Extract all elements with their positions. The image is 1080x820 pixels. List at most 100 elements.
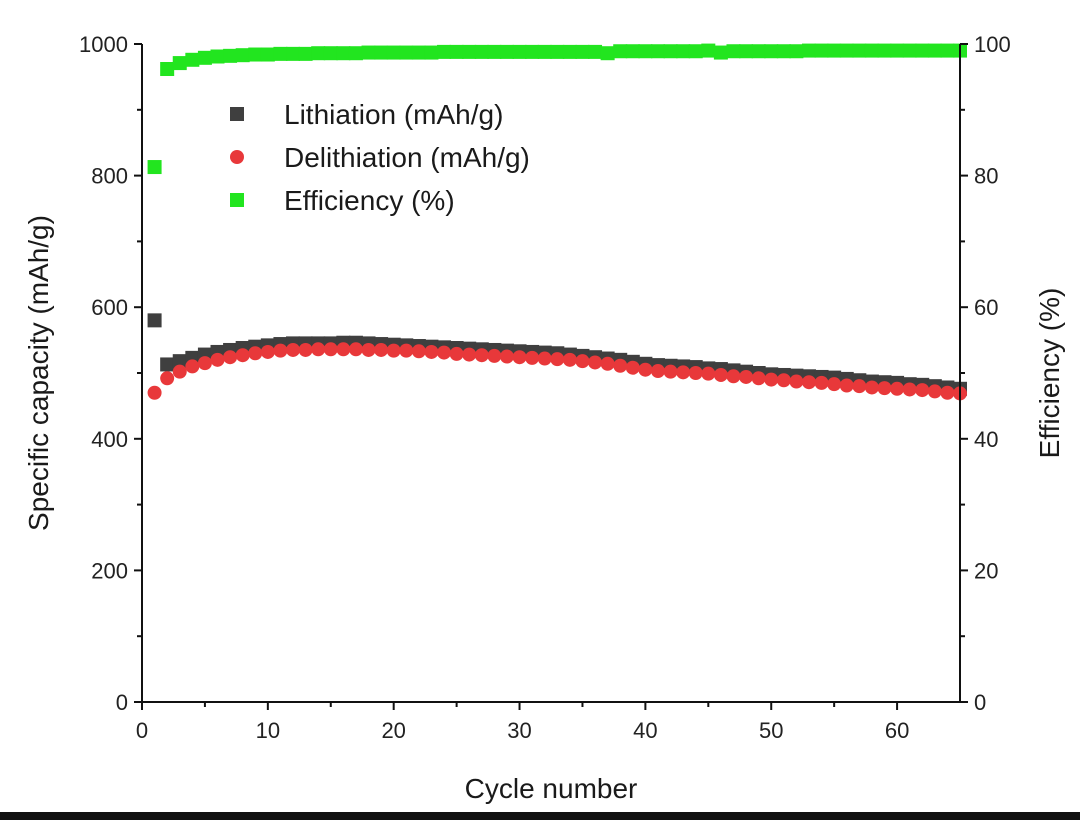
y-tick-label: 800 <box>91 164 128 189</box>
legend-label-lithiation: Lithiation (mAh/g) <box>284 99 503 130</box>
efficiency-point <box>512 44 527 59</box>
delithiation-point <box>764 372 779 387</box>
delithiation-point <box>877 381 892 396</box>
delithiation-point <box>273 343 288 358</box>
axes-layer: 0 10 20 30 40 50 60020040060080010000204060801… <box>79 32 1011 743</box>
efficiency-point <box>374 45 389 60</box>
y2-tick-label: 40 <box>974 427 998 452</box>
delithiation-point <box>437 345 452 360</box>
efficiency-point <box>663 44 678 59</box>
delithiation-point <box>537 351 552 366</box>
delithiation-point <box>927 384 942 399</box>
delithiation-point <box>827 377 842 392</box>
efficiency-point <box>789 44 804 59</box>
efficiency-point <box>764 44 779 59</box>
efficiency-point <box>223 48 238 63</box>
efficiency-point <box>537 44 552 59</box>
delithiation-point <box>726 369 741 384</box>
delithiation-point <box>613 358 628 373</box>
efficiency-point <box>713 45 728 60</box>
delithiation-point <box>625 360 640 375</box>
delithiation-point <box>474 348 489 363</box>
delithiation-point <box>562 352 577 367</box>
legend-marker-delithiation <box>230 150 244 164</box>
x-tick-label: 30 <box>507 718 531 743</box>
efficiency-point <box>613 44 628 59</box>
delithiation-point <box>172 364 187 379</box>
efficiency-point <box>336 46 351 61</box>
efficiency-point <box>701 43 716 58</box>
legend-label-efficiency: Efficiency (%) <box>284 185 455 216</box>
delithiation-point <box>713 367 728 382</box>
x-tick-label: 10 <box>256 718 280 743</box>
delithiation-point <box>650 364 665 379</box>
efficiency-point <box>739 44 754 59</box>
efficiency-point <box>386 45 401 60</box>
delithiation-point <box>235 348 250 363</box>
efficiency-point <box>864 43 879 58</box>
delithiation-point <box>688 366 703 380</box>
delithiation-point <box>864 380 879 395</box>
delithiation-point <box>663 364 678 379</box>
series-layer <box>147 43 967 401</box>
efficiency-point <box>852 43 867 58</box>
y-axis-title: Specific capacity (mAh/g) <box>23 215 54 531</box>
efficiency-point <box>474 44 489 59</box>
efficiency-point <box>260 47 275 62</box>
y2-tick-label: 60 <box>974 295 998 320</box>
series-efficiency <box>147 43 967 175</box>
x-tick-label: 50 <box>759 718 783 743</box>
y2-tick-label: 20 <box>974 558 998 583</box>
efficiency-point <box>487 44 502 59</box>
delithiation-point <box>940 385 955 400</box>
efficiency-point <box>575 44 590 59</box>
efficiency-point <box>197 50 212 65</box>
efficiency-point <box>437 44 452 59</box>
efficiency-point <box>827 43 842 58</box>
delithiation-point <box>839 378 854 393</box>
delithiation-point <box>512 350 527 365</box>
delithiation-point <box>638 362 653 377</box>
efficiency-point <box>600 46 615 61</box>
y-tick-label: 600 <box>91 295 128 320</box>
efficiency-point <box>160 62 175 77</box>
efficiency-point <box>411 45 426 60</box>
delithiation-point <box>487 348 502 363</box>
delithiation-point <box>424 344 439 359</box>
delithiation-point <box>575 354 590 369</box>
delithiation-point <box>298 342 313 357</box>
y2-axis-title: Efficiency (%) <box>1034 288 1065 459</box>
efficiency-point <box>638 44 653 59</box>
y-tick-label: 1000 <box>79 32 128 57</box>
efficiency-point <box>235 48 250 63</box>
efficiency-point <box>525 44 540 59</box>
efficiency-point <box>462 44 477 59</box>
efficiency-point <box>940 43 955 58</box>
series-delithiation <box>147 342 967 401</box>
delithiation-point <box>361 342 376 357</box>
efficiency-point <box>210 49 225 64</box>
efficiency-point <box>311 46 326 61</box>
y-tick-label: 200 <box>91 558 128 583</box>
efficiency-point <box>185 52 200 67</box>
efficiency-point <box>890 43 905 58</box>
delithiation-point <box>701 366 716 381</box>
efficiency-point <box>323 46 338 61</box>
y2-tick-label: 0 <box>974 690 986 715</box>
x-tick-label: 40 <box>633 718 657 743</box>
efficiency-point <box>676 44 691 59</box>
delithiation-point <box>814 375 829 390</box>
y2-tick-label: 80 <box>974 164 998 189</box>
delithiation-point <box>323 342 338 357</box>
delithiation-point <box>147 385 162 400</box>
delithiation-point <box>550 352 565 367</box>
delithiation-point <box>286 342 301 357</box>
efficiency-point <box>399 45 414 60</box>
delithiation-point <box>336 342 351 357</box>
y-tick-label: 0 <box>116 690 128 715</box>
x-tick-label: 0 <box>136 718 148 743</box>
efficiency-point <box>915 43 930 58</box>
efficiency-point <box>499 44 514 59</box>
delithiation-point <box>890 381 905 396</box>
